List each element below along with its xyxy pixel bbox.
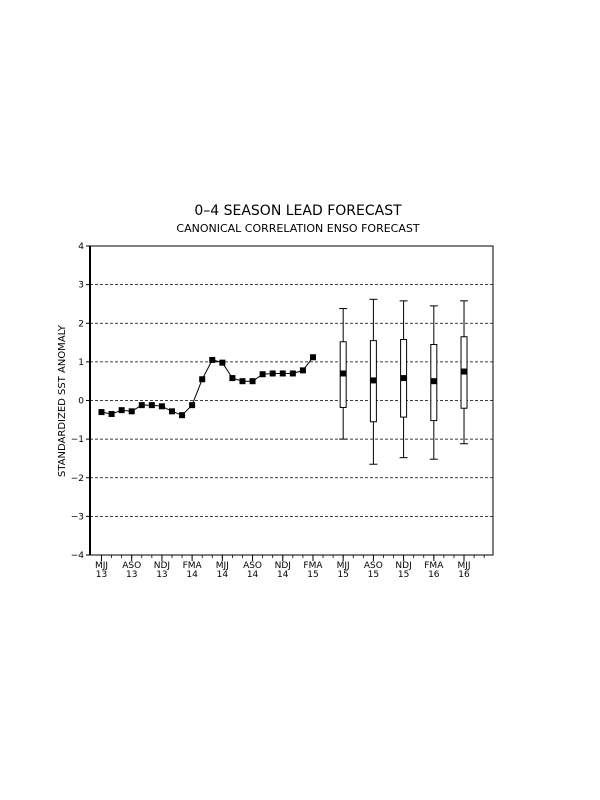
observed-marker <box>98 409 105 416</box>
x-tick-year: 13 <box>96 570 107 580</box>
observed-marker <box>229 375 236 382</box>
observed-marker <box>158 403 165 410</box>
x-tick-year: 15 <box>368 570 379 580</box>
observed-marker <box>299 367 306 374</box>
observed-marker <box>108 411 115 418</box>
x-tick-year: 15 <box>337 570 348 580</box>
x-tick-season: MJJ <box>337 561 350 571</box>
y-tick-label: 4 <box>78 242 84 252</box>
x-tick-season: MJJ <box>457 561 470 571</box>
observed-marker <box>269 370 276 377</box>
observed-marker <box>219 359 226 366</box>
x-tick-year: 14 <box>217 570 229 580</box>
forecast-marker <box>370 377 377 384</box>
observed-series <box>98 354 316 419</box>
y-tick-label: −1 <box>71 435 84 445</box>
observed-marker <box>209 356 216 363</box>
forecast-series <box>339 298 469 465</box>
x-tick-year: 13 <box>126 570 137 580</box>
y-tick-label: −4 <box>71 551 85 561</box>
chart-title: 0–4 SEASON LEAD FORECAST <box>194 203 402 219</box>
y-tick-label: −3 <box>71 512 84 522</box>
x-tick-season: FMA <box>424 561 444 571</box>
observed-marker <box>179 412 186 419</box>
forecast-marker <box>340 370 347 377</box>
x-tick-season: NDJ <box>395 561 411 571</box>
y-tick-label: 1 <box>78 358 84 368</box>
y-axis: 4 3 2 1 0 −1 −2 −3 −4 <box>71 242 90 561</box>
x-axis: MJJ13ASO13NDJ13FMA14MJJ14ASO14NDJ14FMA15… <box>95 555 485 580</box>
gridlines <box>90 284 493 517</box>
observed-marker <box>148 402 155 409</box>
y-tick-label: 0 <box>78 397 84 407</box>
x-tick-season: MJJ <box>95 561 108 571</box>
x-tick-year: 16 <box>458 570 470 580</box>
observed-marker <box>189 402 196 409</box>
chart-subtitle: CANONICAL CORRELATION ENSO FORECAST <box>176 222 419 235</box>
x-tick-season: NDJ <box>275 561 291 571</box>
forecast-marker <box>461 368 468 375</box>
observed-marker <box>199 376 206 383</box>
observed-marker <box>239 378 246 385</box>
observed-marker <box>249 378 256 385</box>
observed-marker <box>128 408 135 415</box>
observed-marker <box>279 370 286 377</box>
x-tick-year: 15 <box>398 570 409 580</box>
x-tick-season: ASO <box>122 561 141 571</box>
y-axis-label: STANDARDIZED SST ANOMALY <box>57 324 68 477</box>
x-tick-year: 16 <box>428 570 440 580</box>
y-tick-label: 3 <box>78 281 84 291</box>
x-tick-year: 13 <box>156 570 167 580</box>
observed-marker <box>118 407 125 414</box>
observed-marker <box>289 370 296 377</box>
x-tick-season: FMA <box>303 561 323 571</box>
x-tick-year: 15 <box>307 570 318 580</box>
y-tick-label: −2 <box>71 474 84 484</box>
x-tick-season: ASO <box>243 561 262 571</box>
observed-marker <box>168 408 175 415</box>
x-tick-year: 14 <box>277 570 289 580</box>
x-tick-season: NDJ <box>154 561 170 571</box>
forecast-marker <box>400 375 407 382</box>
x-tick-year: 14 <box>247 570 259 580</box>
observed-marker <box>259 371 266 378</box>
x-tick-season: FMA <box>183 561 203 571</box>
observed-marker <box>309 354 316 361</box>
y-tick-label: 2 <box>78 319 84 329</box>
x-tick-year: 14 <box>186 570 198 580</box>
observed-marker <box>138 402 145 409</box>
observed-line <box>101 356 314 416</box>
x-tick-season: MJJ <box>216 561 229 571</box>
x-tick-season: ASO <box>364 561 383 571</box>
forecast-marker <box>430 378 437 385</box>
